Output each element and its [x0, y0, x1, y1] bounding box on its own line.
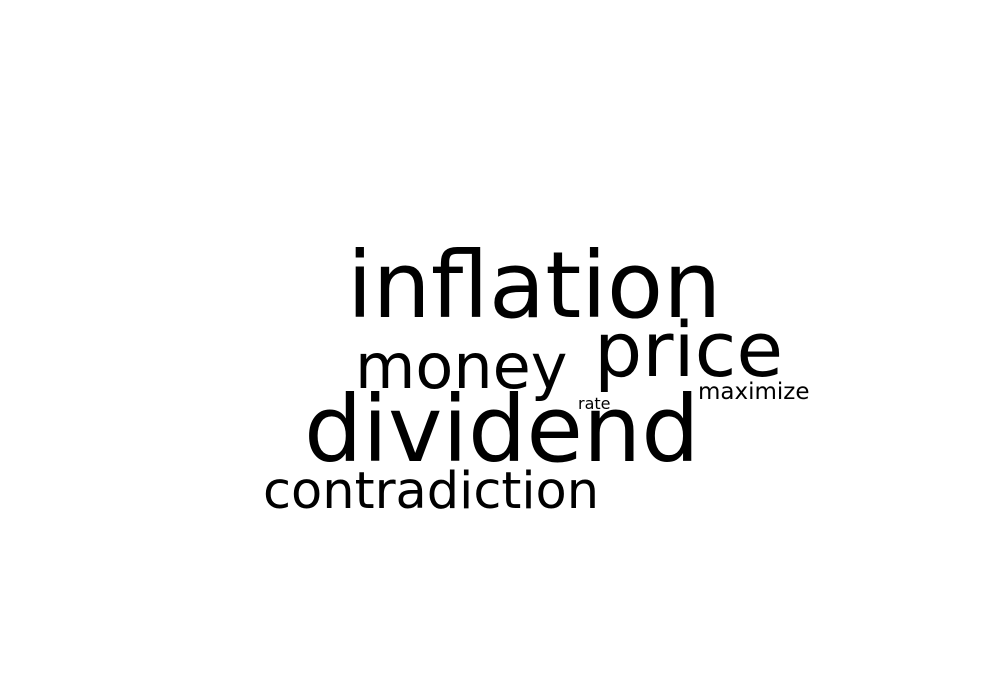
word-dividend: dividend: [304, 376, 700, 483]
word-contradiction: contradiction: [263, 462, 600, 521]
word-maximize: maximize: [698, 379, 810, 405]
word-price: price: [594, 305, 784, 394]
word-rate: rate: [578, 394, 611, 413]
word-money: money: [355, 330, 568, 403]
word-inflation: inflation: [347, 232, 722, 339]
